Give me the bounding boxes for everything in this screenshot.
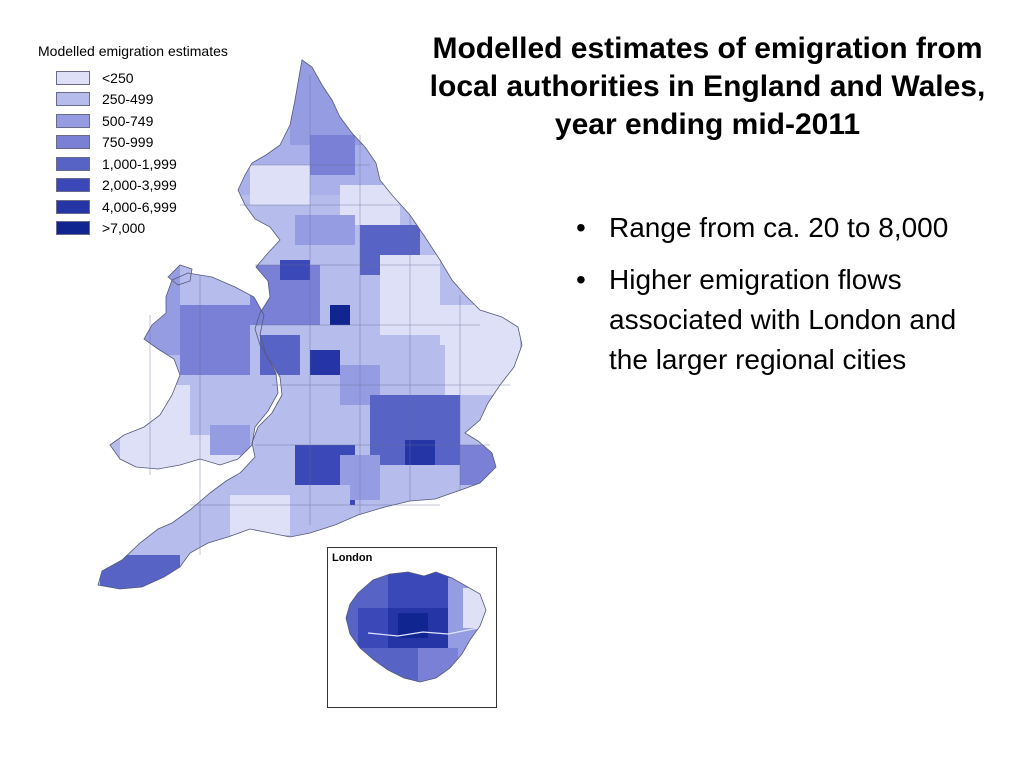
legend-swatch (56, 92, 90, 107)
london-inset: London (327, 547, 497, 708)
legend-item: 250-499 (56, 89, 288, 111)
legend-swatch (56, 178, 90, 193)
legend-label: 500-749 (102, 112, 154, 129)
england-wales-map-svg (97, 59, 523, 590)
legend-item: 1,000-1,999 (56, 153, 288, 175)
legend-label: 4,000-6,999 (102, 198, 177, 215)
legend-item: 500-749 (56, 110, 288, 132)
bullet-item: Range from ca. 20 to 8,000 (576, 208, 996, 248)
legend-label: 1,000-1,999 (102, 155, 177, 172)
bullet-list: Range from ca. 20 to 8,000 Higher emigra… (576, 208, 996, 392)
legend-label: 250-499 (102, 91, 154, 108)
legend-swatch (56, 113, 90, 128)
legend-swatch (56, 135, 90, 150)
legend-swatch (56, 156, 90, 171)
legend-item: >7,000 (56, 218, 288, 240)
england-wales-map (40, 55, 530, 605)
legend-swatch (56, 70, 90, 85)
legend-item: 2,000-3,999 (56, 175, 288, 197)
map-legend: Modelled emigration estimates <250 250-4… (38, 43, 288, 239)
legend-item: 4,000-6,999 (56, 196, 288, 218)
legend-label: 2,000-3,999 (102, 177, 177, 194)
legend-label: >7,000 (102, 220, 146, 237)
legend-label: 750-999 (102, 134, 154, 151)
legend-swatch (56, 199, 90, 214)
legend-swatch (56, 221, 90, 236)
legend-items: <250 250-499 500-749 750-999 1,000-1,999… (38, 67, 288, 239)
legend-label: <250 (102, 69, 134, 86)
inset-label: London (332, 552, 373, 564)
legend-item: 750-999 (56, 132, 288, 154)
bullet-item: Higher emigration flows associated with … (576, 260, 996, 380)
legend-item: <250 (56, 67, 288, 89)
legend-title: Modelled emigration estimates (38, 43, 228, 59)
london-map-svg (345, 571, 487, 683)
slide-title: Modelled estimates of emigration from lo… (429, 32, 986, 141)
